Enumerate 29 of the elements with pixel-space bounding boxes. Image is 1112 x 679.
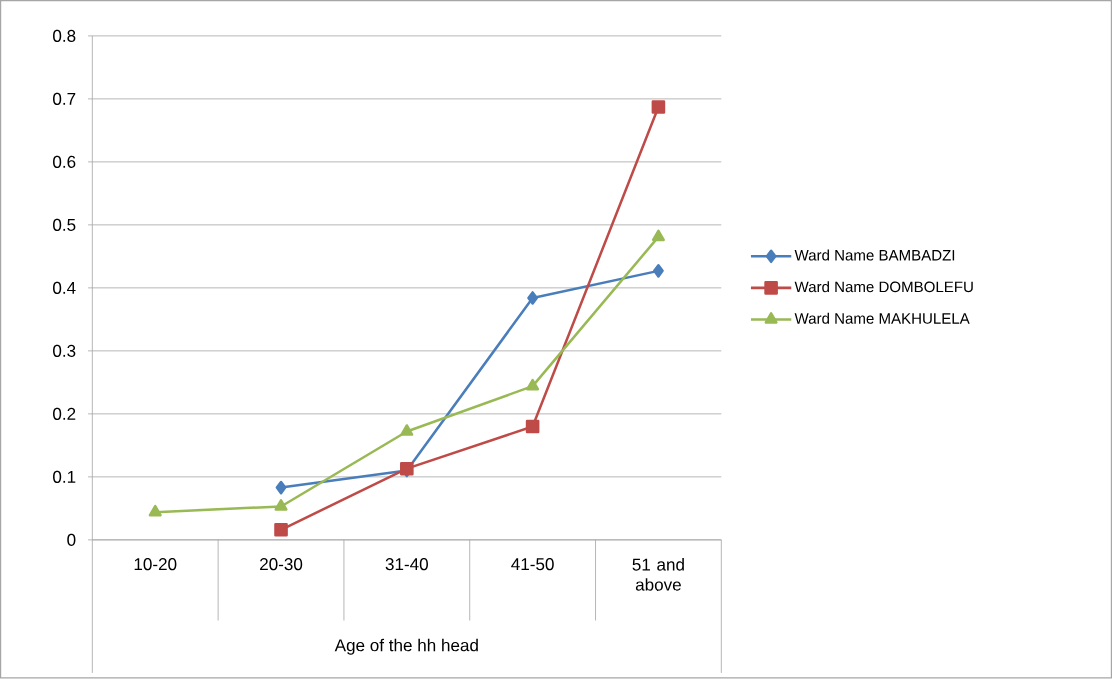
x-tick-label: 20-30 (260, 558, 303, 571)
point (275, 480, 287, 495)
point (274, 523, 288, 537)
point (527, 291, 539, 305)
x-tick-label: 10-20 (134, 558, 177, 571)
y-tick-label: 0.8 (53, 30, 76, 43)
x-tick-label: 41-50 (511, 558, 554, 571)
legend-label: Ward Name MAKHULELA (794, 312, 970, 325)
x-tick-label: 31-40 (385, 558, 428, 571)
y-tick-label: 0 (67, 534, 76, 547)
y-tick-label: 0.2 (53, 408, 76, 421)
point (274, 499, 288, 511)
point (526, 379, 540, 391)
y-tick-label: 0.4 (53, 282, 76, 295)
legend-label: Ward Name DOMBOLEFU (794, 281, 973, 293)
y-tick-label: 0.3 (53, 345, 76, 358)
y-tick-label: 0.7 (53, 93, 76, 106)
y-tick-label: 0.6 (53, 156, 76, 169)
point (651, 229, 665, 242)
point (148, 505, 162, 517)
x-tick-label: 51 and above (632, 558, 684, 591)
point (651, 100, 666, 115)
legend-label: Ward Name BAMBADZI (794, 249, 955, 261)
point (400, 424, 414, 437)
point (653, 264, 664, 278)
x-axis-title: Age of the hh head (334, 638, 478, 655)
y-tick-label: 0.1 (53, 471, 76, 484)
point (525, 419, 540, 434)
y-tick-label: 0.5 (53, 219, 76, 232)
